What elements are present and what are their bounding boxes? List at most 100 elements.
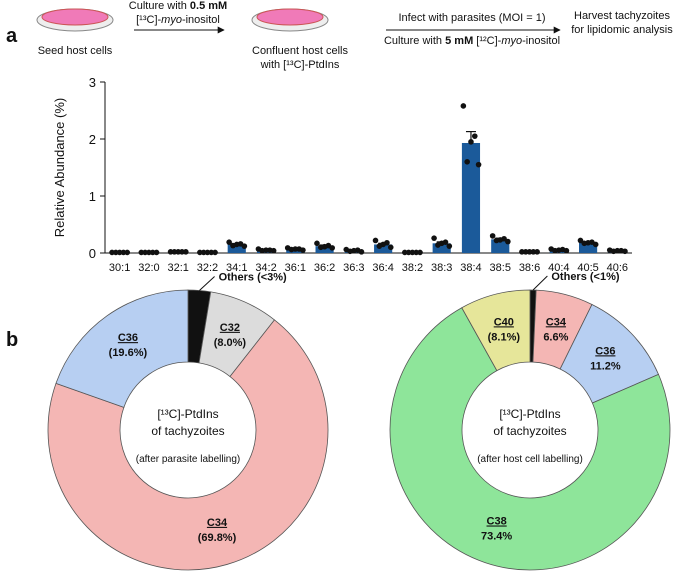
- data-point: [464, 159, 470, 165]
- arrow-text: [¹³C]-myo-inositol: [136, 14, 220, 26]
- y-axis-label: Relative Abundance (%): [52, 98, 67, 237]
- donut-slice: [55, 289, 189, 408]
- slice-label: C36: [118, 332, 138, 344]
- text: -inositol: [522, 35, 560, 47]
- x-tick-label: 40:6: [607, 262, 628, 274]
- data-point: [153, 249, 160, 256]
- center-text: [¹³C]-PtdIns: [157, 407, 218, 421]
- data-point: [142, 249, 148, 256]
- center-text: (after parasite labelling): [136, 454, 241, 465]
- slice-value-label: 11.2%: [590, 360, 621, 372]
- data-point: [358, 249, 365, 255]
- x-tick-label: 32:0: [138, 262, 159, 274]
- data-point: [489, 233, 496, 239]
- text: Culture with: [384, 35, 445, 47]
- center-text: of tachyzoites: [493, 424, 566, 438]
- data-point: [259, 247, 266, 254]
- data-point: [270, 247, 277, 254]
- data-point: [317, 244, 324, 251]
- slice-value-label: (19.6%): [109, 347, 148, 359]
- donut-slice: [461, 289, 531, 372]
- panel-label: a: [6, 25, 18, 47]
- slice-label: C40: [494, 316, 514, 328]
- data-point: [314, 240, 320, 247]
- text: [¹³C]-: [136, 14, 161, 26]
- data-point: [171, 249, 178, 255]
- y-tick-label: 2: [89, 132, 96, 147]
- data-point: [241, 243, 248, 249]
- data-point: [387, 244, 394, 251]
- x-tick-label: 38:5: [490, 262, 511, 274]
- bar: [227, 244, 246, 253]
- step-text: Confluent host cells: [252, 45, 348, 57]
- x-tick-label: 32:1: [167, 262, 188, 274]
- center-text: of tachyzoites: [151, 424, 224, 438]
- data-point: [329, 245, 335, 251]
- data-point: [622, 248, 628, 255]
- x-tick-label: 40:4: [548, 262, 569, 274]
- data-point: [431, 235, 437, 241]
- slice-label: C32: [220, 322, 240, 334]
- data-point: [376, 243, 383, 249]
- data-point: [347, 248, 353, 255]
- bar: [315, 246, 334, 253]
- panel-label: b: [6, 329, 18, 351]
- data-point: [493, 237, 500, 244]
- text: myo: [501, 35, 522, 47]
- data-point: [200, 249, 207, 256]
- slice-value-label: 6.6%: [543, 331, 568, 343]
- center-text: (after host cell labelling): [477, 454, 583, 465]
- slice-value-label: (69.8%): [198, 532, 237, 544]
- x-tick-label: 36:2: [314, 262, 335, 274]
- text: myo: [161, 14, 182, 26]
- step-text: for lipidomic analysis: [571, 24, 673, 36]
- data-point: [552, 247, 558, 254]
- arrow-text: Infect with parasites (MOI = 1): [398, 12, 545, 24]
- text: -inositol: [182, 14, 220, 26]
- data-point: [372, 237, 379, 244]
- data-point: [113, 249, 119, 256]
- donut-slice: [47, 319, 329, 571]
- slice-value-label: (8.0%): [214, 337, 247, 349]
- text: 0.5 mM: [190, 0, 227, 12]
- step-text: with [¹³C]-PtdIns: [260, 59, 340, 71]
- data-point: [417, 249, 423, 256]
- x-tick-label: 36:3: [343, 262, 364, 274]
- bar: [461, 142, 481, 253]
- data-point: [226, 239, 232, 245]
- data-point: [577, 237, 584, 244]
- data-point: [522, 249, 529, 255]
- step-text: Harvest tachyzoites: [574, 10, 670, 22]
- bar: [374, 244, 393, 253]
- x-tick-label: 34:2: [255, 262, 276, 274]
- x-tick-label: 38:4: [460, 262, 481, 274]
- data-point: [475, 161, 482, 168]
- leader-line: [532, 275, 548, 291]
- data-point: [405, 249, 412, 256]
- x-tick-label: 36:4: [372, 262, 393, 274]
- data-point: [124, 249, 131, 256]
- x-tick-label: 40:5: [577, 262, 598, 274]
- data-point: [300, 247, 306, 253]
- slice-value-label: (8.1%): [488, 331, 521, 343]
- data-point: [435, 242, 441, 248]
- bar: [432, 243, 451, 253]
- data-point: [183, 249, 189, 255]
- data-point: [581, 240, 588, 247]
- x-tick-label: 34:1: [226, 262, 247, 274]
- leader-line: [199, 276, 215, 291]
- text: Culture with: [129, 0, 190, 12]
- bar: [579, 242, 598, 253]
- data-point: [230, 242, 236, 249]
- y-tick-label: 1: [89, 189, 96, 204]
- y-tick-label: 3: [89, 75, 96, 90]
- data-point: [563, 247, 570, 254]
- data-point: [505, 238, 511, 245]
- x-tick-label: 30:1: [109, 262, 130, 274]
- data-point: [468, 139, 474, 145]
- data-point: [446, 243, 453, 249]
- x-tick-label: 38:2: [402, 262, 423, 274]
- arrow-text: Culture with 0.5 mM: [129, 0, 227, 12]
- slice-label: C34: [546, 316, 567, 328]
